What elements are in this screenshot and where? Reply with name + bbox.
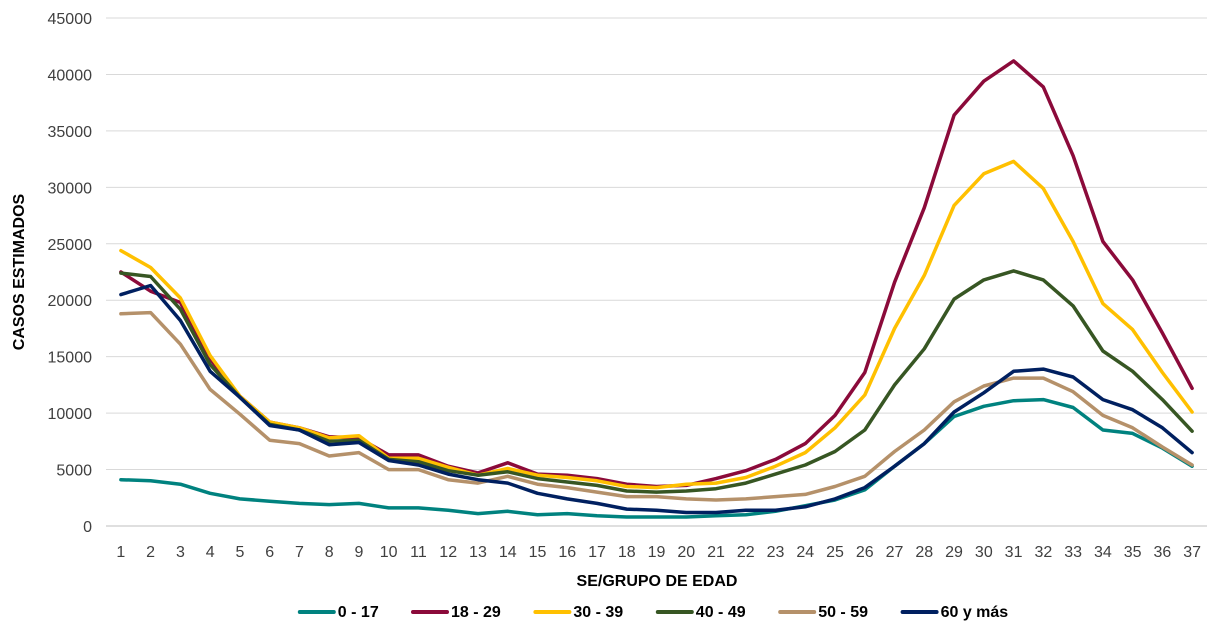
- x-tick-label: 18: [618, 544, 636, 561]
- x-tick-label: 2: [146, 544, 155, 561]
- x-tick-label: 1: [116, 544, 125, 561]
- x-tick-label: 9: [354, 544, 363, 561]
- x-tick-label: 26: [856, 544, 874, 561]
- x-tick-label: 34: [1094, 544, 1112, 561]
- x-tick-label: 15: [529, 544, 547, 561]
- x-tick-label: 32: [1034, 544, 1052, 561]
- x-tick-label: 29: [945, 544, 963, 561]
- x-tick-label: 13: [469, 544, 487, 561]
- y-tick-label: 30000: [48, 180, 93, 197]
- x-tick-label: 37: [1183, 544, 1201, 561]
- y-tick-label: 40000: [48, 67, 93, 84]
- legend-item: 30 - 39: [533, 604, 623, 621]
- legend-label: 0 - 17: [338, 604, 379, 621]
- legend-item: 60 y más: [900, 604, 1009, 621]
- x-tick-label: 22: [737, 544, 755, 561]
- y-tick-label: 5000: [56, 463, 92, 480]
- legend-item: 0 - 17: [297, 604, 379, 621]
- y-tick-label: 35000: [48, 124, 93, 141]
- legend-item: 50 - 59: [778, 604, 868, 621]
- x-tick-label: 14: [499, 544, 517, 561]
- x-tick-label: 3: [176, 544, 185, 561]
- legend-label: 30 - 39: [573, 604, 623, 621]
- x-axis-title: SE/GRUPO DE EDAD: [577, 573, 738, 590]
- x-tick-label: 10: [380, 544, 398, 561]
- y-axis-title: CASOS ESTIMADOS: [11, 193, 28, 350]
- grid-lines: [106, 17, 1207, 527]
- series-line-2: [119, 159, 1194, 490]
- x-tick-label: 21: [707, 544, 725, 561]
- x-tick-label: 5: [235, 544, 244, 561]
- series-line-5: [119, 283, 1194, 515]
- x-tick-label: 8: [325, 544, 334, 561]
- x-tick-label: 33: [1064, 544, 1082, 561]
- y-tick-label: 0: [83, 519, 92, 536]
- series-line-0: [119, 397, 1194, 519]
- x-tick-label: 7: [295, 544, 304, 561]
- x-tick-label: 6: [265, 544, 274, 561]
- x-tick-label: 36: [1153, 544, 1171, 561]
- legend-label: 50 - 59: [818, 604, 868, 621]
- series-line-3: [119, 269, 1194, 494]
- x-tick-label: 17: [588, 544, 606, 561]
- x-tick-label: 12: [439, 544, 457, 561]
- legend-item: 18 - 29: [411, 604, 501, 621]
- x-tick-label: 30: [975, 544, 993, 561]
- x-axis-ticks: 1 2 3 4 5 6 7 8 9 10 11 12 13 14 15 16 17 18 19 20 21 22 23 24 2…: [116, 544, 1201, 561]
- x-tick-label: 16: [558, 544, 576, 561]
- x-tick-label: 35: [1124, 544, 1142, 561]
- y-tick-label: 15000: [48, 350, 93, 367]
- x-tick-label: 23: [767, 544, 785, 561]
- legend-label: 18 - 29: [451, 604, 501, 621]
- y-tick-label: 20000: [48, 293, 93, 310]
- series-line-4: [119, 310, 1194, 502]
- x-tick-label: 11: [410, 544, 427, 561]
- y-tick-label: 10000: [48, 406, 93, 423]
- series-lines: [119, 59, 1194, 519]
- legend-item: 40 - 49: [655, 604, 746, 621]
- x-tick-label: 31: [1005, 544, 1023, 561]
- legend: 0 - 17 18 - 29 30 - 39 40 - 49 50 - 59 60 y m…: [297, 604, 1009, 621]
- y-tick-label: 45000: [48, 11, 93, 28]
- x-tick-label: 20: [677, 544, 695, 561]
- legend-label: 40 - 49: [696, 604, 746, 621]
- y-axis-ticks: 0 5000 10000 15000 20000 25000 30000 35000 40000…: [48, 11, 93, 536]
- y-tick-label: 25000: [48, 237, 93, 254]
- x-tick-label: 24: [796, 544, 814, 561]
- x-tick-label: 4: [206, 544, 215, 561]
- x-tick-label: 27: [886, 544, 904, 561]
- x-tick-label: 19: [648, 544, 666, 561]
- legend-label: 60 y más: [941, 604, 1009, 621]
- x-tick-label: 25: [826, 544, 844, 561]
- x-tick-label: 28: [915, 544, 933, 561]
